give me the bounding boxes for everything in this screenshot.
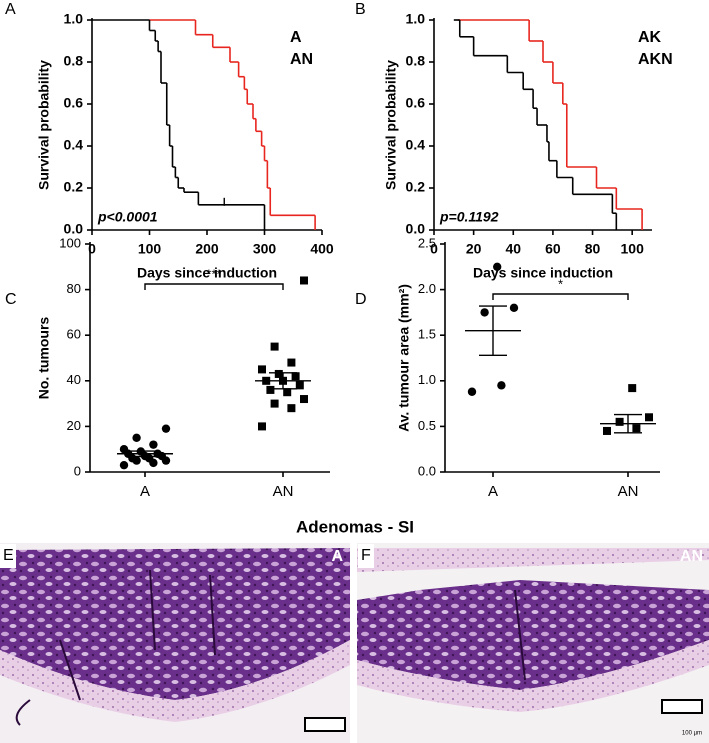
- data-point: [615, 417, 624, 426]
- panel-letter: F: [361, 547, 371, 564]
- data-point: [258, 422, 266, 431]
- x-tick-label: AN: [618, 483, 639, 500]
- y-tick-label: 1.0: [406, 11, 426, 27]
- x-tick-label: 400: [310, 241, 334, 257]
- x-tick-label: 60: [545, 241, 561, 257]
- y-axis-label: Av. tumour area (mm²): [396, 284, 412, 432]
- x-axis-label: Days since induction: [137, 265, 277, 281]
- data-point: [493, 262, 502, 271]
- data-point: [497, 381, 506, 390]
- x-tick-label: 300: [253, 241, 277, 257]
- y-tick-label: 0.4: [406, 137, 426, 153]
- data-point: [270, 342, 279, 351]
- data-point: [274, 369, 283, 378]
- y-tick-label: 0.0: [406, 221, 426, 237]
- y-tick-label: 0.0: [418, 463, 436, 478]
- legend-entry: AKN: [638, 51, 673, 68]
- y-tick-label: 2.5: [418, 235, 436, 250]
- panel-letter: D: [355, 291, 367, 308]
- data-point: [509, 303, 519, 313]
- data-point: [258, 365, 266, 374]
- x-tick-label: AN: [273, 483, 294, 500]
- x-tick-label: 0: [88, 241, 96, 257]
- data-point: [266, 385, 275, 394]
- x-tick-label: 40: [505, 241, 521, 257]
- p-value: p<0.0001: [97, 209, 158, 225]
- panel-letter: C: [5, 291, 17, 308]
- data-point: [270, 399, 279, 408]
- y-tick-label: 0.4: [64, 137, 84, 153]
- x-tick-label: 100: [621, 241, 645, 257]
- data-point: [132, 433, 141, 442]
- significance-bracket: [144, 283, 284, 290]
- figure-title: Adenomas - SI: [296, 517, 414, 536]
- x-tick-label: A: [140, 483, 150, 500]
- data-point: [628, 384, 637, 393]
- data-point: [287, 404, 296, 413]
- data-point: [119, 445, 129, 454]
- legend-entry: A: [290, 29, 302, 46]
- significance-label: *: [558, 276, 563, 291]
- y-tick-label: 0.2: [64, 179, 84, 195]
- data-point: [645, 413, 653, 422]
- panel-letter-bg: [358, 544, 374, 568]
- scale-bar-label: 100 µm: [682, 731, 702, 737]
- panel-letter: B: [355, 1, 366, 18]
- x-tick-label: 80: [585, 241, 601, 257]
- y-tick-label: 0.5: [418, 418, 436, 433]
- p-value: p=0.1192: [439, 209, 499, 225]
- legend-entry: AK: [638, 29, 662, 46]
- y-tick-label: 1.0: [64, 11, 84, 27]
- y-tick-label: 0.8: [64, 53, 84, 69]
- data-point: [287, 358, 296, 367]
- y-tick-label: 0.6: [64, 95, 84, 111]
- data-point: [149, 440, 158, 449]
- x-tick-label: 200: [195, 241, 219, 257]
- data-point: [283, 388, 292, 397]
- y-tick-label: 0.0: [64, 221, 84, 237]
- x-axis-label: Days since induction: [473, 265, 613, 281]
- data-point: [603, 426, 611, 435]
- y-tick-label: 1.0: [418, 372, 436, 387]
- panel-letter-bg: [0, 544, 16, 568]
- legend-entry: AN: [290, 51, 313, 68]
- data-point: [295, 381, 304, 390]
- data-point: [300, 395, 308, 404]
- image-tag: A: [331, 548, 343, 565]
- data-point: [119, 460, 129, 470]
- y-tick-label: 0.6: [406, 95, 426, 111]
- x-tick-label: 20: [466, 241, 482, 257]
- data-point: [467, 387, 477, 396]
- y-axis-label: Survival probability: [383, 60, 399, 190]
- y-tick-label: 80: [67, 281, 81, 296]
- y-axis-label: Survival probability: [36, 60, 52, 190]
- y-tick-label: 100: [59, 235, 81, 250]
- y-tick-label: 60: [67, 327, 81, 342]
- y-tick-label: 40: [67, 372, 81, 387]
- data-point: [300, 276, 308, 285]
- data-point: [291, 372, 300, 381]
- y-tick-label: 2.0: [418, 281, 436, 296]
- y-tick-label: 1.5: [418, 327, 436, 342]
- data-point: [632, 424, 641, 433]
- y-tick-label: 0.2: [406, 179, 426, 195]
- panel-letter: E: [3, 547, 14, 564]
- panel-letter: A: [5, 1, 16, 18]
- image-tag: AN: [680, 548, 703, 565]
- y-axis-label: No. tumours: [36, 317, 52, 400]
- significance-bracket: [492, 293, 629, 300]
- x-tick-label: 100: [138, 241, 162, 257]
- y-tick-label: 0: [74, 463, 81, 478]
- data-point: [480, 308, 489, 317]
- x-tick-label: 0: [430, 241, 438, 257]
- significance-label: ***: [206, 266, 221, 281]
- histology-f: [357, 543, 709, 743]
- data-point: [161, 424, 171, 433]
- y-tick-label: 20: [67, 418, 81, 433]
- y-tick-label: 0.8: [406, 53, 426, 69]
- histology-e: [0, 543, 350, 743]
- x-tick-label: A: [488, 483, 498, 500]
